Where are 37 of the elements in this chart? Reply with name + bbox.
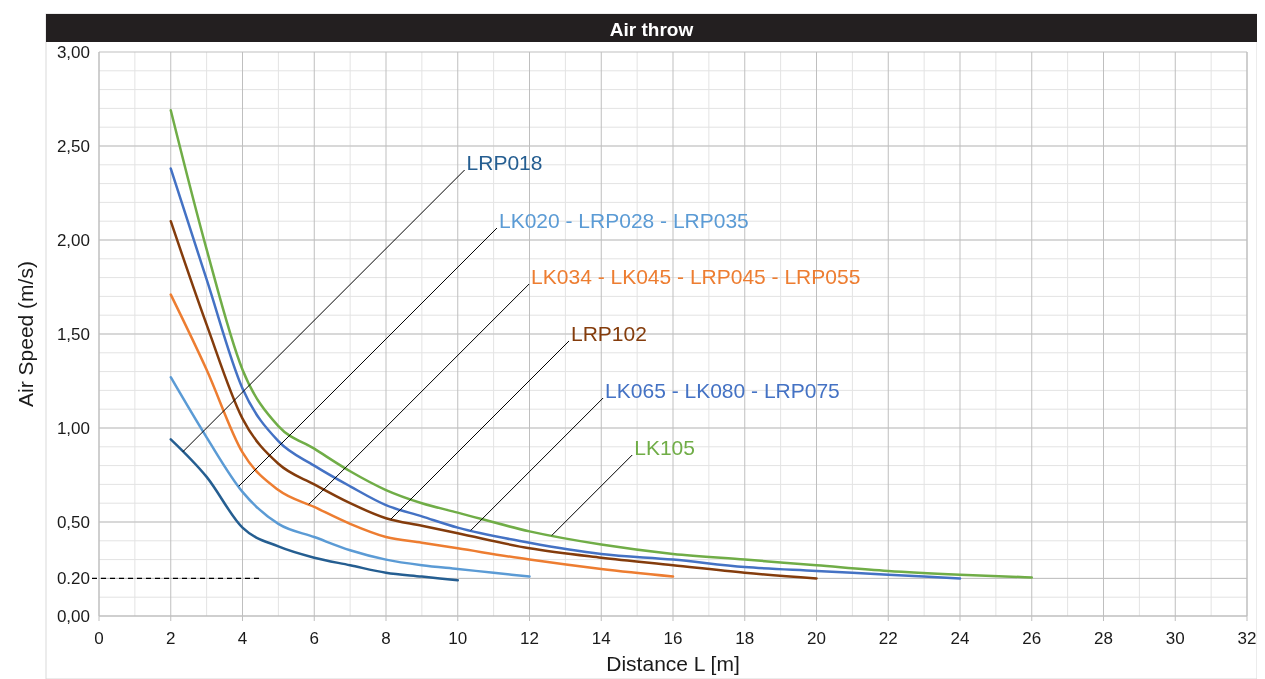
- text: LK034 - LK045 - LRP045 - LRP055: [531, 265, 861, 288]
- chart-title: Air throw: [609, 19, 694, 40]
- x-tick-label: 18: [735, 629, 755, 648]
- x-tick-label: 30: [1165, 629, 1185, 648]
- text: LK105: [634, 436, 695, 459]
- line-series: [169, 438, 459, 582]
- y-tick-label: 2,00: [56, 231, 90, 250]
- y-tick-label: 3,00: [56, 43, 90, 62]
- x-tick-label: 20: [807, 629, 826, 648]
- y-tick-label: 2,50: [56, 137, 90, 156]
- x-tick-label: 12: [520, 629, 539, 648]
- y-axis-title: Air Speed (m/s): [14, 261, 37, 407]
- x-tick-label: 10: [448, 629, 468, 648]
- x-tick-label: 32: [1237, 629, 1257, 648]
- x-tick-label: 26: [1022, 629, 1042, 648]
- x-tick-label: 14: [591, 629, 611, 648]
- line-series: [169, 375, 531, 578]
- x-tick-label: 24: [950, 629, 970, 648]
- x-tick-label: 6: [309, 629, 319, 648]
- y-tick-label: 0,00: [56, 607, 90, 626]
- text: LK065 - LK080 - LRP075: [605, 379, 840, 402]
- text: LRP102: [570, 322, 647, 345]
- y-tick-label: 0.20: [56, 569, 90, 589]
- y-tick-label: 1,00: [56, 419, 90, 438]
- x-axis-title: Distance L [m]: [606, 652, 740, 675]
- x-tick-label: 0: [94, 629, 104, 648]
- y-tick-label: 0,50: [56, 513, 90, 532]
- x-tick-label: 2: [166, 629, 176, 648]
- x-tick-label: 4: [237, 629, 248, 648]
- y-tick-label: 1,50: [56, 325, 90, 344]
- x-tick-label: 28: [1094, 629, 1113, 648]
- text: LRP018: [466, 151, 543, 174]
- x-tick-label: 8: [381, 629, 391, 648]
- line-series: [169, 109, 1033, 579]
- text: LK020 - LRP028 - LRP035: [498, 209, 749, 232]
- x-tick-label: 22: [878, 629, 898, 648]
- x-tick-label: 16: [663, 629, 683, 648]
